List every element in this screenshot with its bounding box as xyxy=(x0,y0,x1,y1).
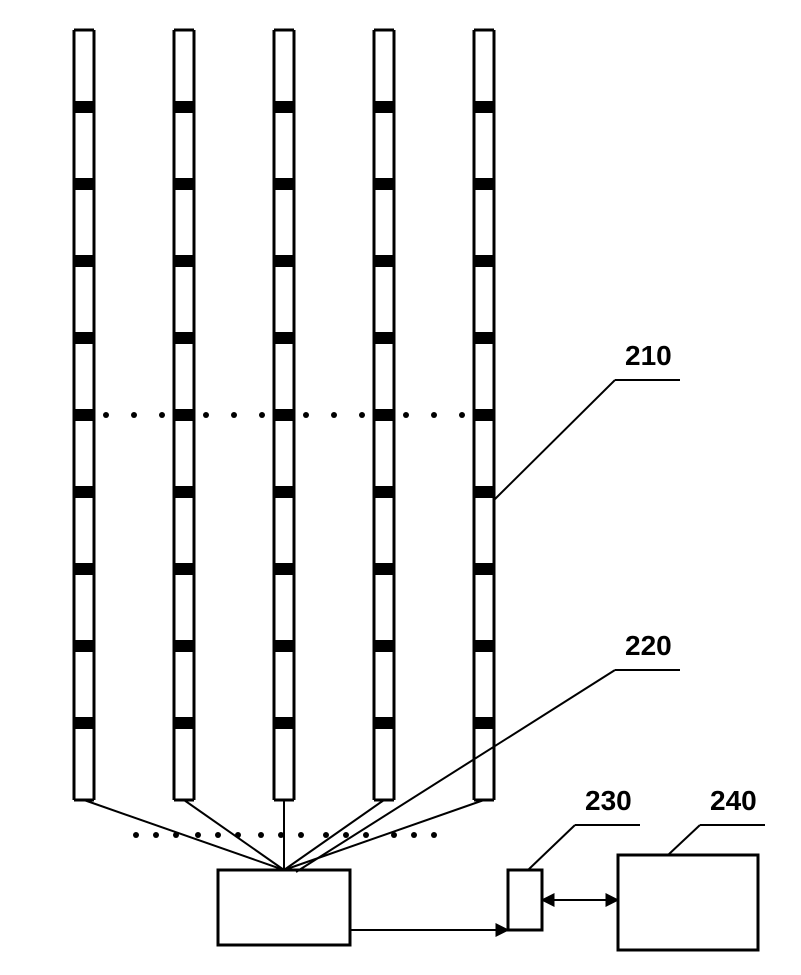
ellipsis-dot xyxy=(343,832,349,838)
ellipsis-dot xyxy=(331,412,337,418)
sensor-column xyxy=(74,30,94,800)
ellipsis-dot xyxy=(133,832,139,838)
leader-line xyxy=(296,670,615,872)
ellipsis-dot xyxy=(195,832,201,838)
ellipsis-dot xyxy=(403,412,409,418)
ellipsis-dot xyxy=(359,412,365,418)
ellipsis-dot xyxy=(231,412,237,418)
sensor-column xyxy=(174,30,194,800)
leader-line xyxy=(528,825,575,870)
ellipsis-dot xyxy=(259,412,265,418)
ellipsis-dot xyxy=(303,412,309,418)
ellipsis-dot xyxy=(173,832,179,838)
ellipsis-dot xyxy=(153,832,159,838)
ellipsis-dot xyxy=(258,832,264,838)
ellipsis-dot xyxy=(431,412,437,418)
ellipsis-dot xyxy=(391,832,397,838)
ellipsis-dot xyxy=(131,412,137,418)
sensor-column xyxy=(374,30,394,800)
ellipsis-dot xyxy=(215,832,221,838)
leader-line xyxy=(668,825,700,855)
ellipsis-dot xyxy=(235,832,241,838)
ellipsis-dot xyxy=(459,412,465,418)
ellipsis-dot xyxy=(411,832,417,838)
callout-label-230: 230 xyxy=(585,785,632,816)
ellipsis-dot xyxy=(203,412,209,418)
ellipsis-dot xyxy=(159,412,165,418)
callout-label-240: 240 xyxy=(710,785,757,816)
sensor-column xyxy=(474,30,494,800)
box-230 xyxy=(508,870,542,930)
box-220 xyxy=(218,870,350,945)
ellipsis-dot xyxy=(278,832,284,838)
converging-line xyxy=(84,800,284,870)
ellipsis-dot xyxy=(363,832,369,838)
leader-line xyxy=(494,380,615,500)
box-240 xyxy=(618,855,758,950)
ellipsis-dot xyxy=(323,832,329,838)
ellipsis-dot xyxy=(103,412,109,418)
callout-label-210: 210 xyxy=(625,340,672,371)
ellipsis-dot xyxy=(431,832,437,838)
callout-label-220: 220 xyxy=(625,630,672,661)
sensor-column xyxy=(274,30,294,800)
ellipsis-dot xyxy=(298,832,304,838)
